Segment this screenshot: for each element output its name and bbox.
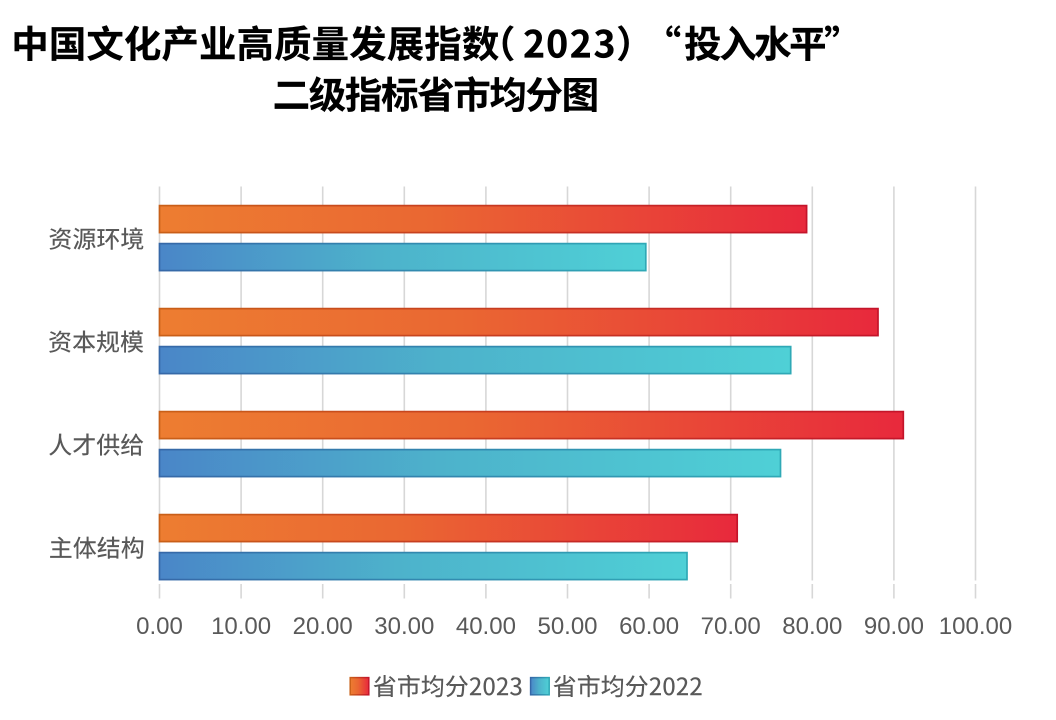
svg-text:90.00: 90.00 (864, 613, 924, 640)
svg-text:30.00: 30.00 (374, 613, 434, 640)
svg-text:40.00: 40.00 (456, 613, 516, 640)
svg-text:50.00: 50.00 (537, 613, 597, 640)
svg-text:10.00: 10.00 (211, 613, 271, 640)
svg-text:20.00: 20.00 (293, 613, 353, 640)
svg-text:100.00: 100.00 (939, 613, 1012, 640)
svg-text:60.00: 60.00 (619, 613, 679, 640)
svg-text:0.00: 0.00 (136, 613, 183, 640)
svg-text:80.00: 80.00 (782, 613, 842, 640)
svg-text:70.00: 70.00 (701, 613, 761, 640)
